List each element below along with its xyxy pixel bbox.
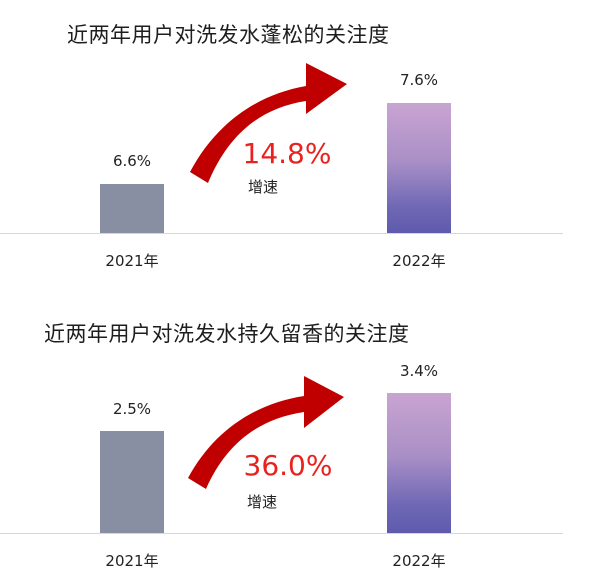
x-axis-line xyxy=(0,533,563,534)
x-tick-2021: 2021年 xyxy=(105,552,159,570)
growth-label: 增速 xyxy=(247,178,278,196)
growth-label: 增速 xyxy=(246,493,277,511)
bar-2021 xyxy=(100,431,164,533)
bar-2022 xyxy=(387,393,451,533)
bar-2021 xyxy=(100,184,164,233)
value-label-2022: 3.4% xyxy=(399,362,439,380)
bar-2022 xyxy=(387,103,451,233)
value-label-2021: 2.5% xyxy=(112,400,152,418)
value-label-2021: 6.6% xyxy=(112,152,152,170)
x-tick-2022: 2022年 xyxy=(392,552,446,570)
value-label-2022: 7.6% xyxy=(399,71,439,89)
x-tick-2022: 2022年 xyxy=(392,252,446,270)
x-tick-2021: 2021年 xyxy=(105,252,159,270)
chart-title: 近两年用户对洗发水持久留香的关注度 xyxy=(44,322,410,346)
chart-title: 近两年用户对洗发水蓬松的关注度 xyxy=(67,23,390,47)
growth-rate: 14.8% xyxy=(242,137,332,170)
x-axis-line xyxy=(0,233,563,234)
growth-rate: 36.0% xyxy=(243,449,333,482)
